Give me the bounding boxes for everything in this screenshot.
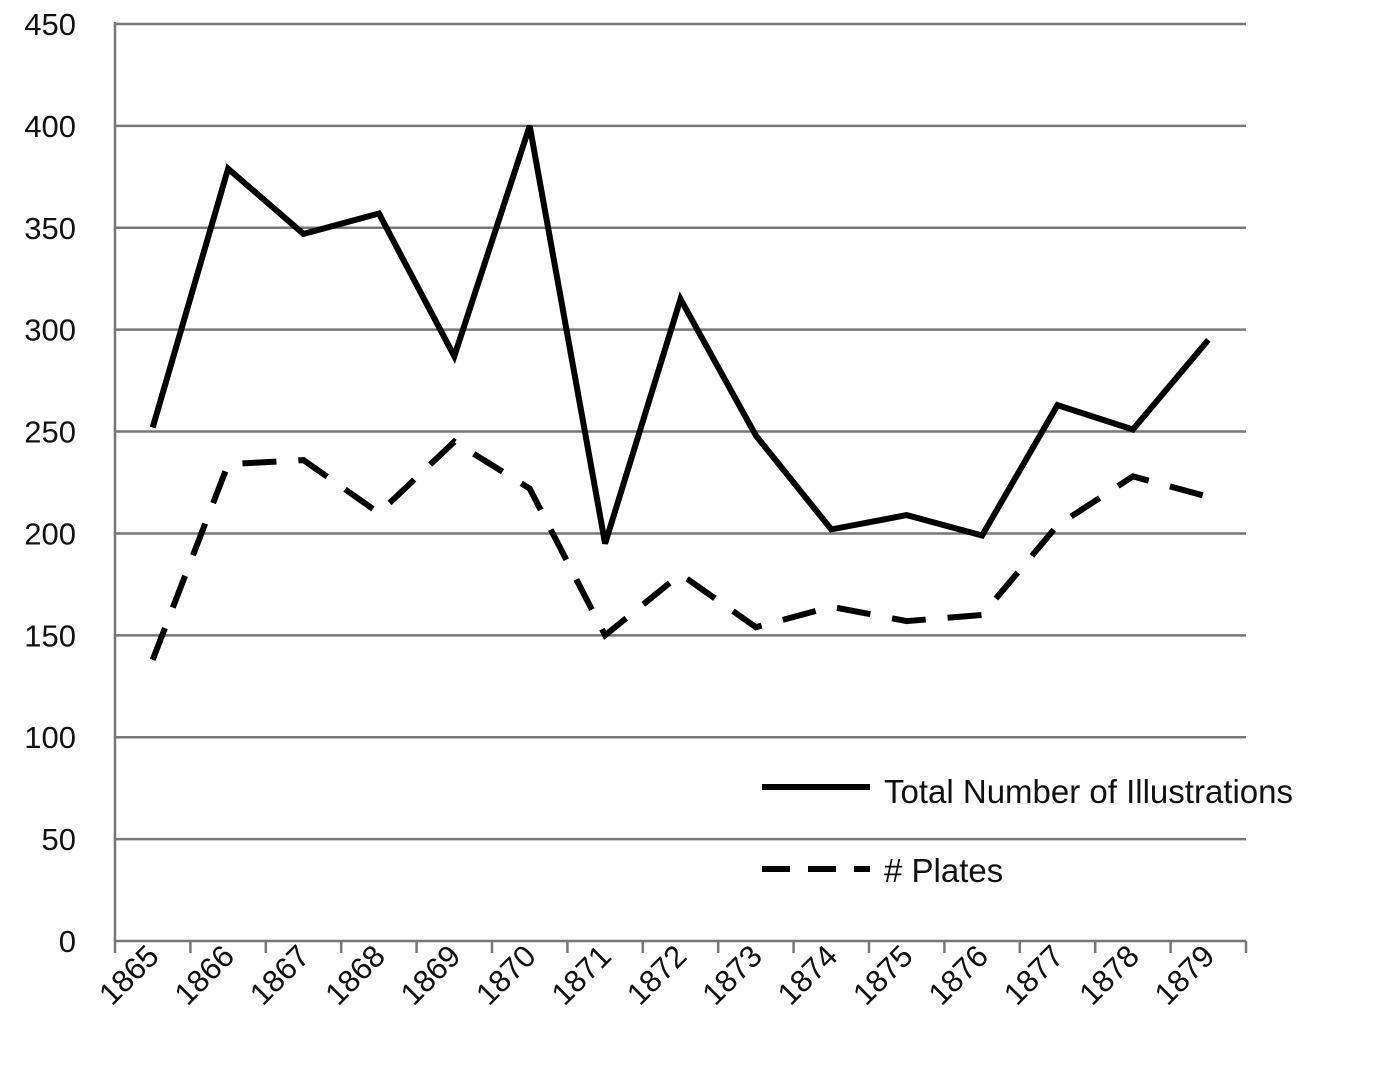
y-tick-label: 250 [24, 415, 76, 450]
x-tick-label: 1876 [922, 938, 996, 1012]
x-tick-label: 1873 [695, 938, 769, 1012]
legend-label-plates: # Plates [884, 852, 1003, 889]
x-tick-label: 1868 [318, 938, 392, 1012]
y-tick-label: 450 [24, 7, 76, 42]
y-tick-label: 350 [24, 211, 76, 246]
x-tick-label: 1872 [620, 938, 694, 1012]
x-tick-label: 1875 [846, 938, 920, 1012]
x-tick-label: 1879 [1148, 938, 1222, 1012]
legend-label-total-illustrations: Total Number of Illustrations [884, 773, 1293, 810]
x-tick-label: 1877 [997, 938, 1071, 1012]
series-layer [149, 124, 1211, 661]
x-tick-label: 1871 [545, 938, 619, 1012]
y-tick-label: 400 [24, 109, 76, 144]
x-tick-label: 1869 [394, 938, 468, 1012]
y-tick-label: 0 [59, 924, 76, 959]
x-tick-label: 1866 [168, 938, 242, 1012]
y-tick-label: 50 [42, 822, 76, 857]
series-line-plates [149, 437, 1210, 661]
series-line-total-illustrations [149, 124, 1211, 545]
y-tick-label: 150 [24, 618, 76, 653]
y-tick-label: 100 [24, 720, 76, 755]
y-tick-label: 200 [24, 516, 76, 551]
legend: Total Number of Illustrations # Plates [762, 773, 1293, 889]
x-tick-label: 1870 [469, 938, 543, 1012]
grid-layer [115, 22, 1246, 841]
x-tick-label: 1878 [1072, 938, 1146, 1012]
x-tick-label: 1874 [771, 938, 845, 1012]
x-tick-label: 1865 [92, 938, 166, 1012]
x-tick-label: 1867 [243, 938, 317, 1012]
y-tick-label: 300 [24, 313, 76, 348]
